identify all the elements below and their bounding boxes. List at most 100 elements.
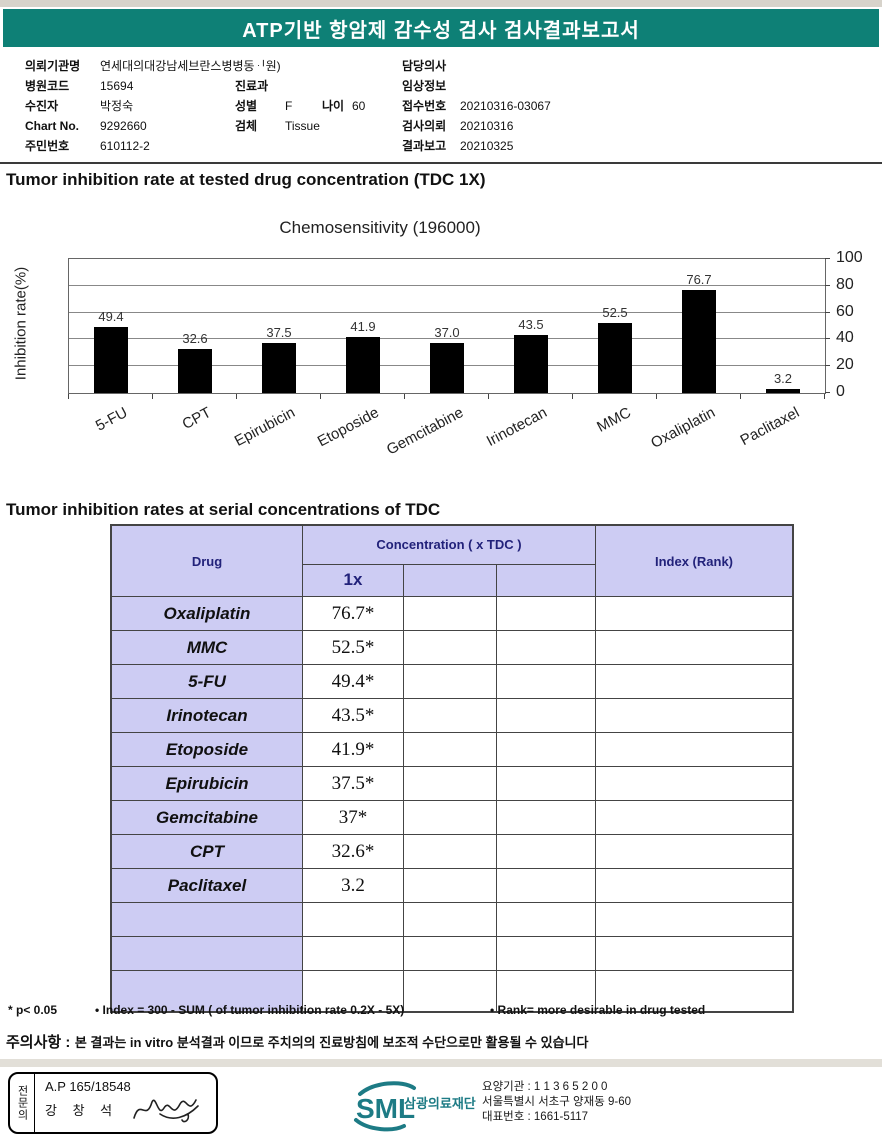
patient-info-block: 의뢰기관명 연세대의대강남세브란스병병동ᆡ원) 담당의사 병원코드 15694 진료과 임상… [0, 52, 882, 160]
table-subheader-row: 1x [111, 563, 793, 598]
field-label: 접수번호 [402, 99, 447, 113]
x-axis-tick [236, 394, 237, 399]
bar-value-label: 37.5 [266, 325, 292, 340]
patient-info-row: 수진자 박정숙 성별 F 나이 60 접수번호 20210316-03067 [0, 96, 882, 116]
y-axis-tick [825, 392, 830, 393]
bar-value-label: 37.0 [434, 325, 460, 340]
drug-name-cell: Irinotecan [110, 698, 303, 733]
x-axis-tick [824, 394, 825, 399]
divider-line [0, 162, 882, 164]
organization-name: 삼광의료재단 [404, 1096, 476, 1111]
value-cell [496, 970, 596, 1013]
chart-plot-area: 49.4 32.6 37.5 41.9 37.0 43.5 52.5 76.7 3.2 [68, 258, 826, 394]
doctor-name: 강 창 석 [45, 1103, 119, 1118]
field-value: 박정숙 [100, 99, 134, 113]
drug-name-cell: CPT [110, 834, 303, 869]
value-cell [595, 868, 794, 903]
report-title: ATP기반 항암제 감수성 검사 검사결과보고서 [242, 19, 640, 42]
x-axis-tick [656, 394, 657, 399]
field-label: 검사의뢰 [402, 119, 447, 133]
x-axis-label: Gemcitabine [383, 404, 466, 459]
value-cell [403, 630, 497, 665]
x-axis-tick [404, 394, 405, 399]
value-cell [595, 766, 794, 801]
bar-value-label: 32.6 [182, 331, 208, 346]
value-cell [496, 664, 596, 699]
value-cell [595, 970, 794, 1013]
bar [346, 337, 380, 393]
value-cell [302, 902, 404, 937]
value-cell [496, 596, 596, 631]
x-axis-tick [152, 394, 153, 399]
x-axis-label: Epirubicin [231, 404, 298, 450]
field-label: 의뢰기관명 [25, 59, 81, 73]
field-value: Tissue [285, 119, 320, 133]
table-row [110, 970, 794, 1013]
patient-info-row: Chart No. 9292660 검체 Tissue 검사의뢰 20210316 [0, 116, 882, 136]
x-axis-tick [68, 394, 69, 399]
value-cell [496, 834, 596, 869]
report-title-band: ATP기반 항암제 감수성 검사 검사결과보고서 [3, 9, 879, 47]
value-cell [496, 630, 596, 665]
address-line: 서울특별시 서초구 양재동 9-60 [482, 1096, 631, 1108]
value-cell: 37* [302, 800, 404, 835]
drug-name-cell [110, 970, 303, 1013]
value-cell [403, 698, 497, 733]
bar-value-label: 43.5 [518, 317, 544, 332]
sml-logo-icon: SML [354, 1081, 416, 1132]
value-cell [496, 766, 596, 801]
x-axis-tick [488, 394, 489, 399]
field-value: 610112-2 [100, 139, 150, 153]
y-axis-tick-label: 0 [836, 383, 845, 400]
phone-line: 대표번호 : 1661-5117 [482, 1111, 589, 1123]
value-cell: 49.4* [302, 664, 404, 699]
field-value: 연세대의대강남세브란스병병동ᆡ원) [100, 59, 281, 73]
value-cell: 76.7* [302, 596, 404, 631]
value-cell: 43.5* [302, 698, 404, 733]
table-row: Etoposide 41.9* [110, 732, 794, 767]
footer-address-block: 요양기관 : 1 1 3 6 5 2 0 0 서울특별시 서초구 양재동 9-6… [482, 1080, 631, 1125]
patient-info-row: 병원코드 15694 진료과 임상정보 [0, 76, 882, 96]
y-axis-tick [825, 365, 830, 367]
value-cell [595, 630, 794, 665]
x-axis-label: Etoposide [315, 404, 382, 451]
bar-value-label: 52.5 [602, 305, 628, 320]
field-value: 20210316-03067 [460, 99, 551, 113]
value-cell [496, 868, 596, 903]
signature-icon [133, 1099, 199, 1123]
y-axis-tick [825, 258, 830, 259]
value-cell [496, 800, 596, 835]
x-axis-tick [320, 394, 321, 399]
value-cell [496, 732, 596, 767]
x-axis-tick [572, 394, 573, 399]
y-axis-tick-label: 80 [836, 275, 854, 293]
value-cell [595, 698, 794, 733]
field-value: 60 [352, 99, 366, 113]
table-row: Gemcitabine 37* [110, 800, 794, 835]
field-label: 임상정보 [402, 79, 447, 93]
y-axis-label: Inhibition rate(%) [12, 266, 30, 381]
value-cell [403, 732, 497, 767]
value-cell [595, 732, 794, 767]
drug-name-cell: 5-FU [110, 664, 303, 699]
bar-value-label: 3.2 [773, 371, 793, 386]
license-number: A.P 165/18548 [45, 1079, 131, 1094]
y-axis-tick [825, 284, 830, 286]
table-row: Paclitaxel 3.2 [110, 868, 794, 903]
drug-name-cell: Epirubicin [110, 766, 303, 801]
x-axis-label: Irinotecan [483, 404, 550, 450]
drug-name-cell: Oxaliplatin [110, 596, 303, 631]
y-axis-tick-label: 20 [836, 356, 854, 374]
gridline [69, 311, 825, 313]
value-cell [302, 936, 404, 971]
caution-text: 본 결과는 in vitro 분석결과 이므로 주치의의 진료방침에 보조적 수… [74, 1035, 589, 1050]
value-cell [496, 698, 596, 733]
value-cell [595, 834, 794, 869]
value-cell [595, 596, 794, 631]
table-row: Irinotecan 43.5* [110, 698, 794, 733]
value-cell: 37.5* [302, 766, 404, 801]
value-cell [403, 936, 497, 971]
drug-name-cell [110, 902, 303, 937]
value-cell [496, 936, 596, 971]
field-label: 성별 [235, 99, 258, 113]
